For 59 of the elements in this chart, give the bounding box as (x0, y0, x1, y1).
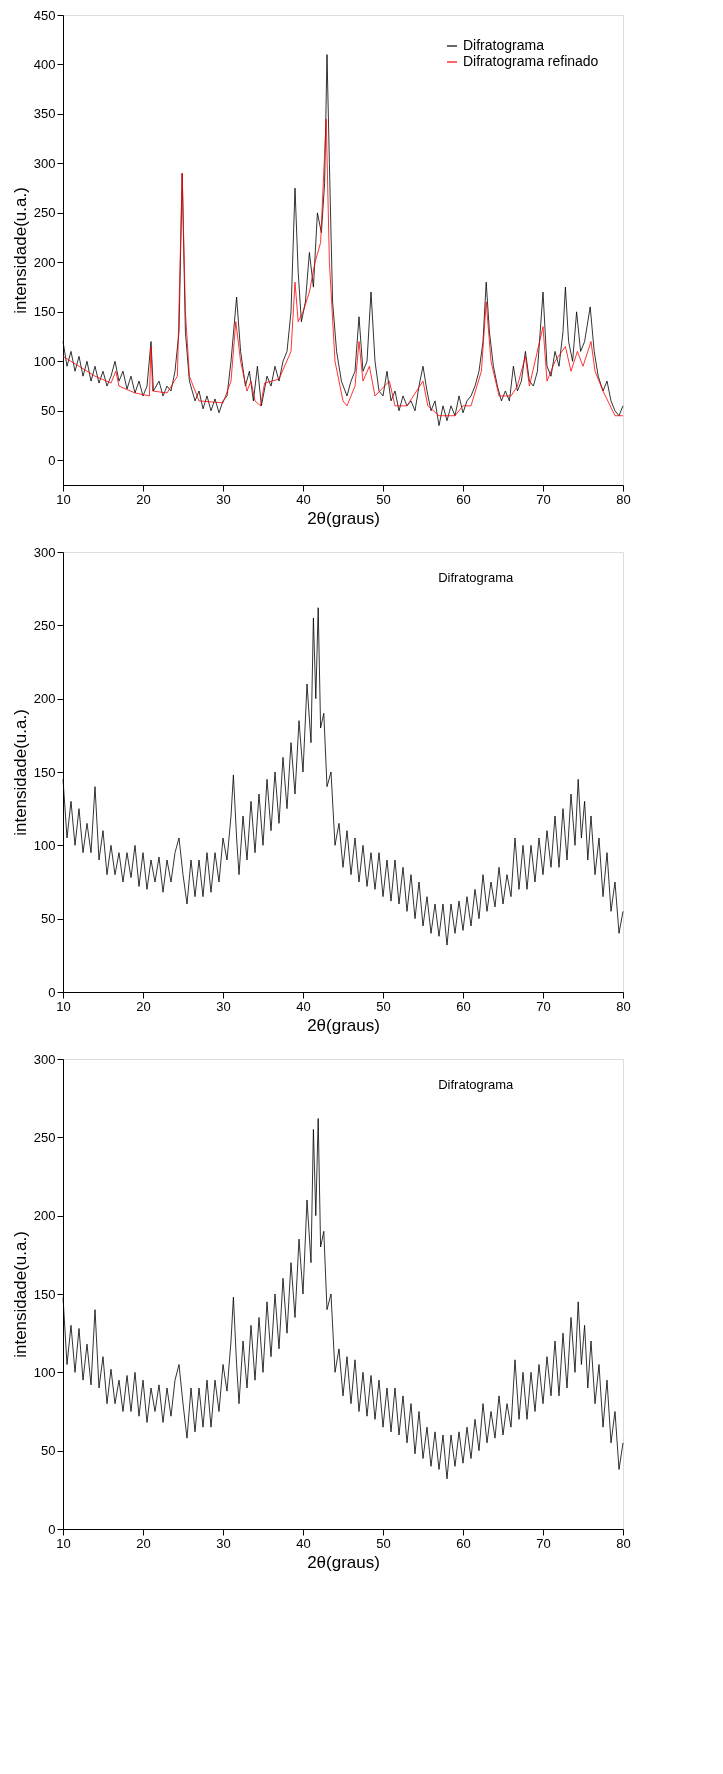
y-tick-label: 250 (33, 617, 56, 633)
y-tick-label: 350 (33, 106, 56, 122)
x-tick-label: 60 (456, 998, 471, 1014)
legend-label: Difratograma (463, 37, 545, 53)
x-tick-label: 40 (296, 491, 311, 507)
x-tick-label: 20 (136, 491, 151, 507)
y-tick-label: 200 (33, 691, 56, 707)
x-tick-label: 50 (376, 998, 391, 1014)
x-tick-label: 50 (376, 1535, 391, 1551)
x-tick-label: 80 (616, 491, 631, 507)
y-axis-title: intensidade(u.a.) (10, 1231, 30, 1358)
y-tick-label: 250 (33, 205, 56, 221)
x-axis-title: 2θ(graus) (307, 1552, 380, 1572)
y-tick-label: 200 (33, 254, 56, 270)
x-tick-label: 40 (296, 998, 311, 1014)
y-tick-label: 50 (41, 911, 56, 927)
y-axis-title: intensidade(u.a.) (10, 709, 30, 836)
legend-label: Difratograma refinado (463, 53, 599, 69)
x-tick-label: 20 (136, 1535, 151, 1551)
x-tick-label: 30 (216, 491, 231, 507)
y-tick-label: 0 (48, 984, 56, 1000)
annotation: Difratograma (438, 570, 515, 585)
line-series (62, 118, 624, 417)
y-tick-label: 150 (33, 1286, 56, 1302)
y-tick-label: 0 (48, 1521, 56, 1537)
x-tick-label: 70 (536, 998, 551, 1014)
x-axis-title: 2θ(graus) (307, 1015, 380, 1035)
x-tick-label: 60 (456, 491, 471, 507)
y-tick-label: 450 (33, 7, 56, 23)
x-tick-label: 20 (136, 998, 151, 1014)
annotation: Difratograma (438, 1077, 515, 1092)
y-tick-label: 300 (33, 155, 56, 171)
y-tick-label: 100 (33, 353, 56, 369)
y-tick-label: 400 (33, 56, 56, 72)
x-tick-label: 30 (216, 1535, 231, 1551)
y-tick-label: 100 (33, 1364, 56, 1380)
x-tick-label: 70 (536, 1535, 551, 1551)
y-tick-label: 100 (33, 837, 56, 853)
y-tick-label: 50 (41, 403, 56, 419)
x-tick-label: 80 (616, 1535, 631, 1551)
y-tick-label: 50 (41, 1443, 56, 1459)
x-tick-label: 10 (56, 1535, 71, 1551)
y-tick-label: 150 (33, 304, 56, 320)
y-tick-label: 250 (33, 1129, 56, 1145)
x-tick-label: 10 (56, 491, 71, 507)
x-tick-label: 10 (56, 998, 71, 1014)
y-tick-label: 300 (33, 1051, 56, 1067)
y-axis-title: intensidade(u.a.) (10, 187, 30, 314)
x-tick-label: 70 (536, 491, 551, 507)
y-tick-label: 300 (33, 544, 56, 560)
x-tick-label: 50 (376, 491, 391, 507)
x-axis-title: 2θ(graus) (307, 508, 380, 528)
y-tick-label: 200 (33, 1208, 56, 1224)
x-tick-label: 80 (616, 998, 631, 1014)
x-tick-label: 60 (456, 1535, 471, 1551)
x-tick-label: 40 (296, 1535, 311, 1551)
y-tick-label: 150 (33, 764, 56, 780)
y-tick-label: 0 (48, 452, 56, 468)
x-tick-label: 30 (216, 998, 231, 1014)
